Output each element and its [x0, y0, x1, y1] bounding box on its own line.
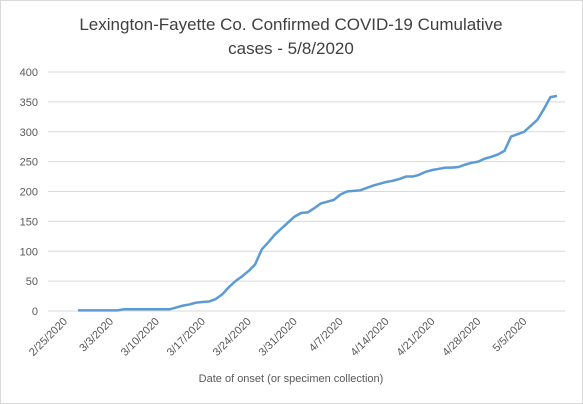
y-tick-label: 300 — [20, 127, 38, 139]
y-tick-label: 100 — [20, 246, 38, 258]
data-line — [78, 94, 558, 312]
y-tick-label: 400 — [20, 67, 38, 79]
y-tick-label: 200 — [20, 187, 38, 199]
y-tick-label: 350 — [20, 97, 38, 109]
chart-title: cases - 5/8/2020 — [228, 39, 354, 58]
y-tick-label: 50 — [26, 276, 38, 288]
chart-title: Lexington-Fayette Co. Confirmed COVID-19… — [79, 15, 502, 34]
y-tick-label: 250 — [20, 157, 38, 169]
y-tick-label: 150 — [20, 216, 38, 228]
y-tick-label: 0 — [32, 306, 38, 318]
x-axis-title: Date of onset (or specimen collection) — [199, 373, 384, 385]
